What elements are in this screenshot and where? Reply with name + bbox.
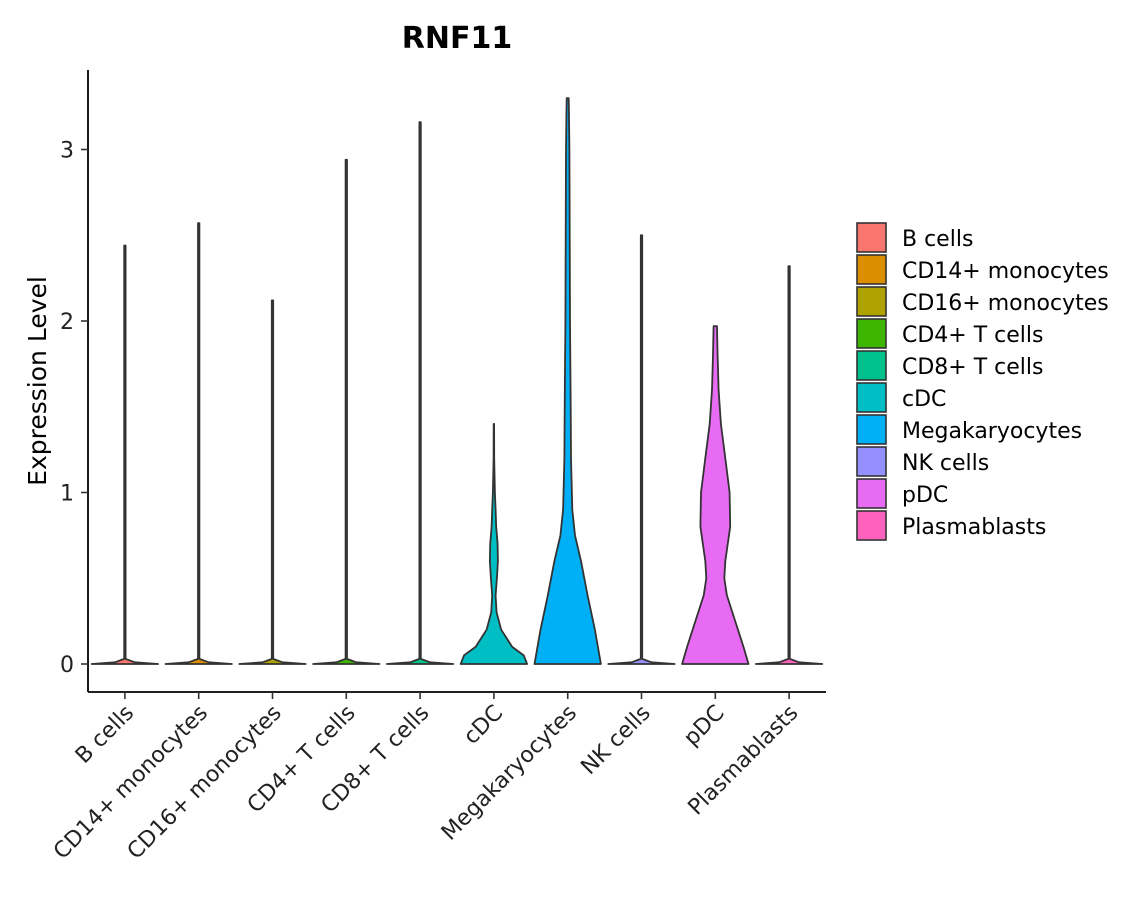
legend-key-cdc (856, 382, 887, 413)
legend-key-nk-cells (856, 446, 887, 477)
legend-label-cdc: cDC (902, 387, 946, 412)
legend-label-plasmablasts: Plasmablasts (902, 515, 1046, 540)
violin-nk-cells (607, 234, 676, 665)
legend-label-cd4-plus-t-cells: CD4+ T cells (902, 323, 1043, 348)
legend-key-cd16-plus-monocytes (856, 286, 887, 317)
violin-cd14-plus-monocytes (164, 222, 233, 665)
violin-cdc (459, 423, 528, 665)
legend-key-pdc (856, 478, 887, 509)
y-tick-label: 3 (60, 139, 74, 164)
x-tick-label-b-cells: B cells (71, 701, 139, 769)
violin-megakaryocytes (533, 97, 602, 665)
legend-label-cd16-plus-monocytes: CD16+ monocytes (902, 291, 1109, 316)
legend: B cells CD14+ monocytes CD16+ monocytes CD4… (856, 222, 1109, 541)
legend-key-megakaryocytes (856, 414, 887, 445)
legend-key-cd4-plus-t-cells (856, 318, 887, 349)
legend-label-nk-cells: NK cells (902, 451, 989, 476)
legend-label-b-cells: B cells (902, 227, 973, 252)
legend-key-b-cells (856, 222, 887, 253)
violin-pdc (681, 325, 750, 665)
chart-title: RNF11 (402, 21, 512, 56)
violin-b-cells (90, 244, 159, 665)
legend-label-cd14-plus-monocytes: CD14+ monocytes (902, 259, 1109, 284)
legend-label-megakaryocytes: Megakaryocytes (902, 419, 1082, 444)
legend-key-plasmablasts (856, 510, 887, 541)
legend-key-cd14-plus-monocytes (856, 254, 887, 285)
y-tick-label: 2 (60, 310, 74, 335)
x-tick-label-cdc: cDC (459, 701, 508, 750)
violin-cd8-plus-t-cells (386, 121, 455, 665)
x-tick-label-pdc: pDC (679, 701, 729, 751)
y-tick-label: 1 (60, 482, 74, 507)
x-tick-label-nk-cells: NK cells (576, 701, 655, 780)
y-axis-label: Expression Level (23, 276, 52, 486)
legend-label-cd8-plus-t-cells: CD8+ T cells (902, 355, 1043, 380)
legend-key-cd8-plus-t-cells (856, 350, 887, 381)
violin-cd16-plus-monocytes (238, 299, 307, 665)
violin-cd4-plus-t-cells (312, 158, 381, 665)
legend-label-pdc: pDC (902, 483, 948, 508)
x-tick-label-megakaryocytes: Megakaryocytes (437, 701, 582, 846)
violin-plasmablasts (755, 265, 824, 665)
violins-layer (90, 97, 824, 665)
y-tick-label: 0 (60, 653, 74, 678)
